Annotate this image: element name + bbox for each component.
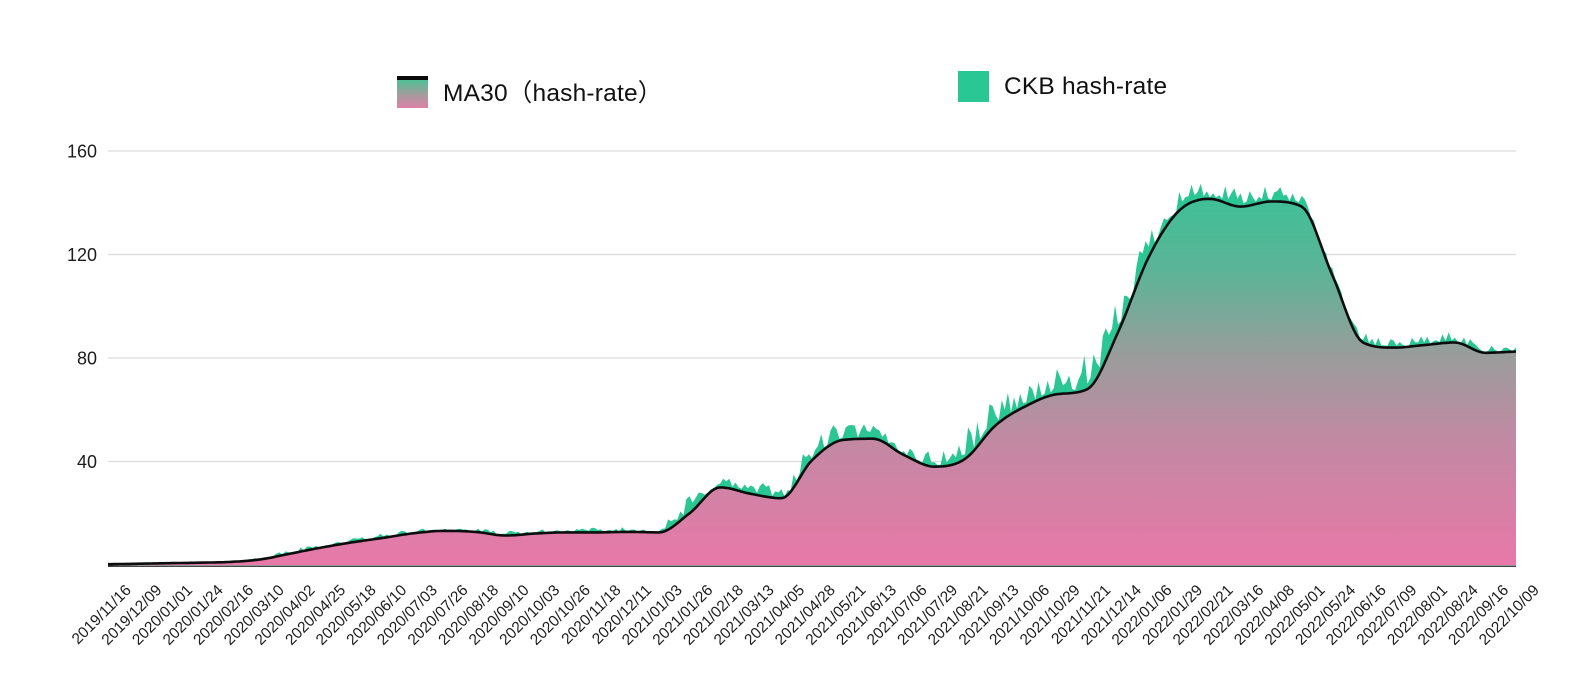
legend-item-ma30[interactable]: MA30（hash-rate）	[397, 74, 663, 109]
chart-legend: MA30（hash-rate） CKB hash-rate	[0, 0, 1578, 120]
ma30-gradient-swatch-icon	[397, 75, 428, 108]
y-axis-labels: 40 80 120 160	[67, 142, 97, 473]
legend-label-ckb: CKB hash-rate	[1004, 72, 1168, 100]
ckb-green-swatch-icon	[958, 71, 989, 102]
ma30-line	[108, 197, 1517, 566]
legend-item-ckb[interactable]: CKB hash-rate	[958, 71, 1167, 102]
ma30-gradient-fill	[108, 198, 1516, 565]
y-axis-tick-label: 80	[77, 349, 97, 369]
x-axis-labels: 2019/11/162019/12/092020/01/012020/01/24…	[69, 582, 1543, 649]
y-axis-tick-label: 160	[67, 142, 97, 162]
legend-label-ma30: MA30（hash-rate）	[443, 80, 663, 107]
y-axis-tick-label: 40	[77, 452, 97, 472]
ma30-area	[108, 197, 1517, 566]
y-axis-tick-label: 120	[67, 245, 97, 265]
